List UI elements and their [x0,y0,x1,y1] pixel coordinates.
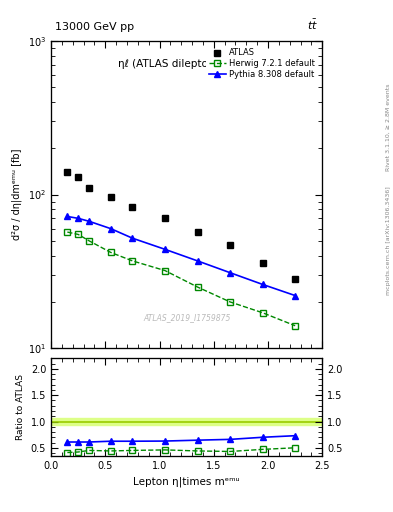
Y-axis label: Ratio to ATLAS: Ratio to ATLAS [16,374,25,440]
Text: 13000 GeV pp: 13000 GeV pp [55,22,134,32]
Line: Pythia 8.308 default: Pythia 8.308 default [64,213,299,299]
Pythia 8.308 default [65,214,70,220]
Pythia 8.308 default [228,270,232,276]
Herwig 7.2.1 default [195,284,200,290]
Text: mcplots.cern.ch [arXiv:1306.3436]: mcplots.cern.ch [arXiv:1306.3436] [386,186,391,295]
Pythia 8.308 default [293,292,298,298]
Pythia 8.308 default [130,235,135,241]
Herwig 7.2.1 default [65,229,70,235]
Herwig 7.2.1 default [130,258,135,264]
Text: t$\bar{t}$: t$\bar{t}$ [307,17,318,32]
Herwig 7.2.1 default [293,323,298,329]
Pythia 8.308 default [260,282,265,288]
X-axis label: Lepton η|times mᵉᵐᵘ: Lepton η|times mᵉᵐᵘ [133,476,240,486]
Pythia 8.308 default [76,215,81,221]
ATLAS [76,174,81,180]
Herwig 7.2.1 default [87,238,92,244]
Herwig 7.2.1 default [76,231,81,238]
Pythia 8.308 default [163,246,167,252]
Pythia 8.308 default [108,226,113,232]
Herwig 7.2.1 default [108,249,113,255]
ATLAS [195,229,200,235]
ATLAS [65,169,70,175]
Bar [51,418,322,425]
Pythia 8.308 default [87,218,92,224]
Text: Rivet 3.1.10, ≥ 2.8M events: Rivet 3.1.10, ≥ 2.8M events [386,83,391,170]
Y-axis label: d²σ / dη|dmᵉᵐᵘ [fb]: d²σ / dη|dmᵉᵐᵘ [fb] [12,149,22,240]
Line: Herwig 7.2.1 default: Herwig 7.2.1 default [64,228,299,329]
Herwig 7.2.1 default [260,310,265,316]
ATLAS [130,204,135,210]
Pythia 8.308 default [195,258,200,264]
Herwig 7.2.1 default [163,267,167,273]
Legend: ATLAS, Herwig 7.2.1 default, Pythia 8.308 default: ATLAS, Herwig 7.2.1 default, Pythia 8.30… [206,45,318,82]
ATLAS [293,276,298,283]
Line: ATLAS: ATLAS [64,168,299,283]
Herwig 7.2.1 default [228,299,232,305]
ATLAS [260,260,265,266]
Text: ηℓ (ATLAS dileptonic ttbar): ηℓ (ATLAS dileptonic ttbar) [118,59,256,70]
ATLAS [228,242,232,248]
ATLAS [108,194,113,200]
ATLAS [163,215,167,221]
ATLAS [87,185,92,191]
Text: ATLAS_2019_I1759875: ATLAS_2019_I1759875 [143,313,230,322]
